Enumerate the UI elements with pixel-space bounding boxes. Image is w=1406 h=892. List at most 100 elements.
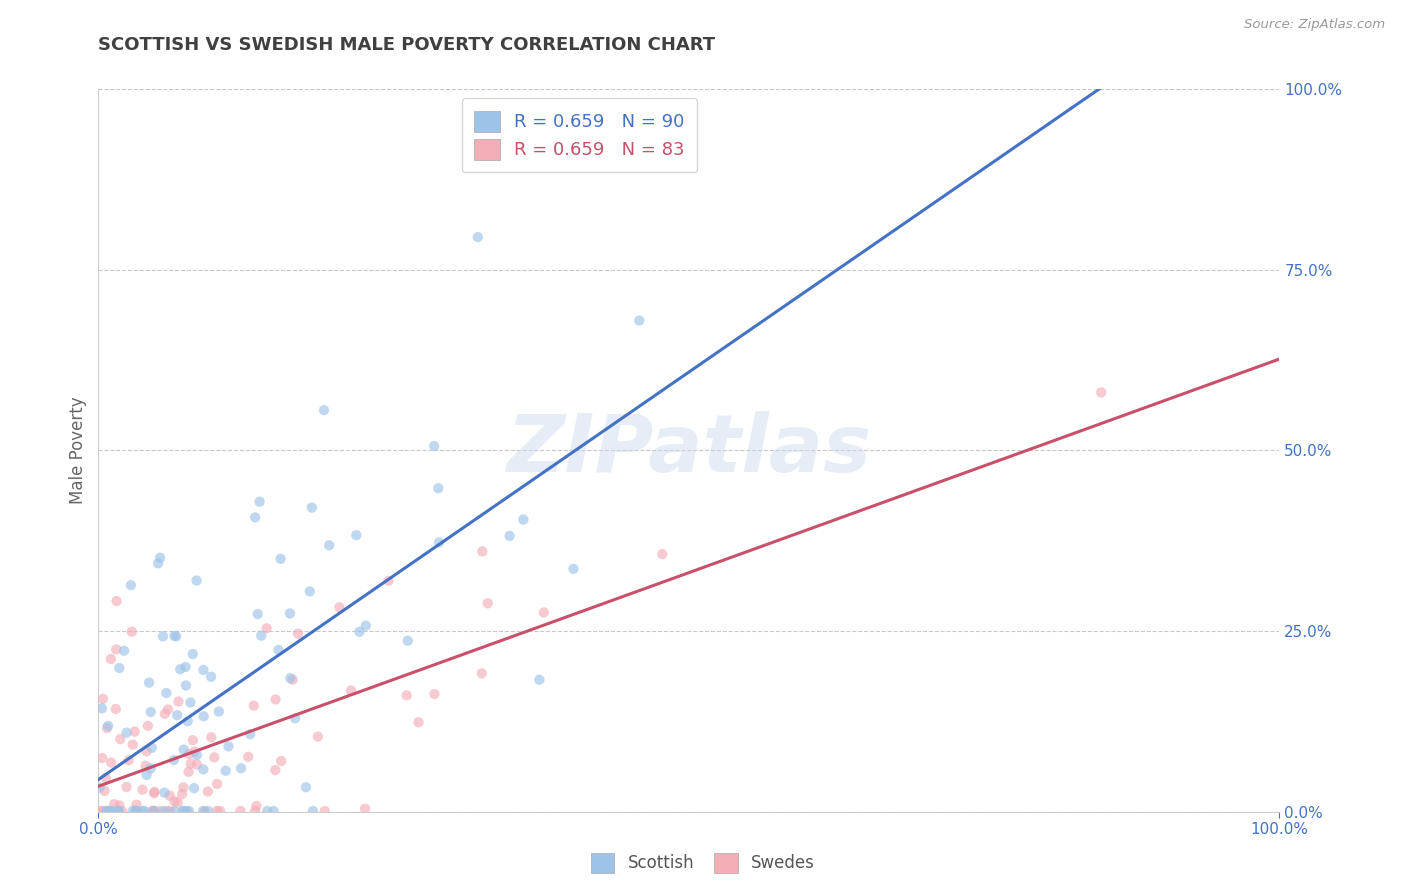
Point xyxy=(197,804,219,818)
Point xyxy=(155,686,177,700)
Point xyxy=(91,804,114,818)
Point xyxy=(111,804,134,818)
Point xyxy=(141,804,163,818)
Point xyxy=(159,804,181,818)
Point xyxy=(344,528,367,542)
Point xyxy=(163,629,186,643)
Point xyxy=(529,673,551,687)
Point xyxy=(218,739,240,754)
Point xyxy=(298,584,321,599)
Point xyxy=(512,512,534,526)
Point xyxy=(202,750,225,764)
Point xyxy=(143,786,166,800)
Point xyxy=(138,675,160,690)
Point xyxy=(107,804,129,818)
Y-axis label: Male Poverty: Male Poverty xyxy=(69,397,87,504)
Point xyxy=(125,804,148,818)
Point xyxy=(125,797,148,812)
Point xyxy=(170,787,193,801)
Point xyxy=(172,780,194,795)
Point xyxy=(125,804,148,818)
Point xyxy=(121,804,143,818)
Legend: R = 0.659   N = 90, R = 0.659   N = 83: R = 0.659 N = 90, R = 0.659 N = 83 xyxy=(461,98,697,172)
Point xyxy=(167,694,190,708)
Point xyxy=(115,725,138,739)
Point xyxy=(149,804,172,818)
Point xyxy=(295,780,318,795)
Point xyxy=(166,796,188,810)
Point xyxy=(193,763,215,777)
Point xyxy=(307,730,329,744)
Point xyxy=(264,692,287,706)
Point xyxy=(193,663,215,677)
Point xyxy=(141,740,163,755)
Point xyxy=(143,804,166,818)
Point xyxy=(177,747,200,761)
Point xyxy=(153,804,176,818)
Point xyxy=(651,547,673,561)
Point xyxy=(249,494,271,508)
Point xyxy=(197,784,219,798)
Point xyxy=(200,731,222,745)
Text: SCOTTISH VS SWEDISH MALE POVERTY CORRELATION CHART: SCOTTISH VS SWEDISH MALE POVERTY CORRELA… xyxy=(98,36,716,54)
Point xyxy=(238,749,260,764)
Point xyxy=(314,804,336,818)
Point xyxy=(205,777,228,791)
Point xyxy=(159,789,181,803)
Point xyxy=(93,784,115,798)
Point xyxy=(96,804,118,818)
Point xyxy=(194,804,217,818)
Point xyxy=(467,230,489,244)
Point xyxy=(103,797,125,812)
Point xyxy=(278,607,301,621)
Point xyxy=(173,804,195,818)
Point xyxy=(239,727,262,741)
Point xyxy=(408,715,430,730)
Point xyxy=(110,732,132,747)
Text: ZIPatlas: ZIPatlas xyxy=(506,411,872,490)
Point xyxy=(94,771,117,785)
Point xyxy=(395,689,418,703)
Point xyxy=(98,804,121,818)
Point xyxy=(172,804,194,818)
Point xyxy=(91,701,114,715)
Point xyxy=(174,678,197,692)
Point xyxy=(183,745,205,759)
Point xyxy=(163,804,186,818)
Point xyxy=(142,804,165,818)
Point xyxy=(135,768,157,782)
Point xyxy=(498,529,520,543)
Point xyxy=(121,624,143,639)
Point xyxy=(349,624,371,639)
Point xyxy=(427,535,450,549)
Point xyxy=(180,756,202,771)
Point xyxy=(156,804,179,818)
Point xyxy=(156,702,179,716)
Point xyxy=(245,799,267,814)
Point xyxy=(104,702,127,716)
Point xyxy=(143,785,166,799)
Point xyxy=(91,751,114,765)
Point xyxy=(354,802,377,816)
Point xyxy=(280,671,302,685)
Point xyxy=(328,600,350,615)
Point xyxy=(181,733,204,747)
Point xyxy=(427,481,450,495)
Point xyxy=(163,794,186,808)
Point xyxy=(270,754,292,768)
Point xyxy=(312,403,335,417)
Point xyxy=(153,706,176,721)
Point xyxy=(243,698,266,713)
Point xyxy=(101,804,124,818)
Point xyxy=(377,574,399,588)
Point xyxy=(181,647,204,661)
Point xyxy=(124,804,146,818)
Point xyxy=(163,753,186,767)
Point xyxy=(98,804,121,818)
Point xyxy=(135,744,157,758)
Point xyxy=(1090,385,1112,400)
Point xyxy=(423,439,446,453)
Point xyxy=(132,804,155,818)
Point xyxy=(340,683,363,698)
Point xyxy=(121,738,143,752)
